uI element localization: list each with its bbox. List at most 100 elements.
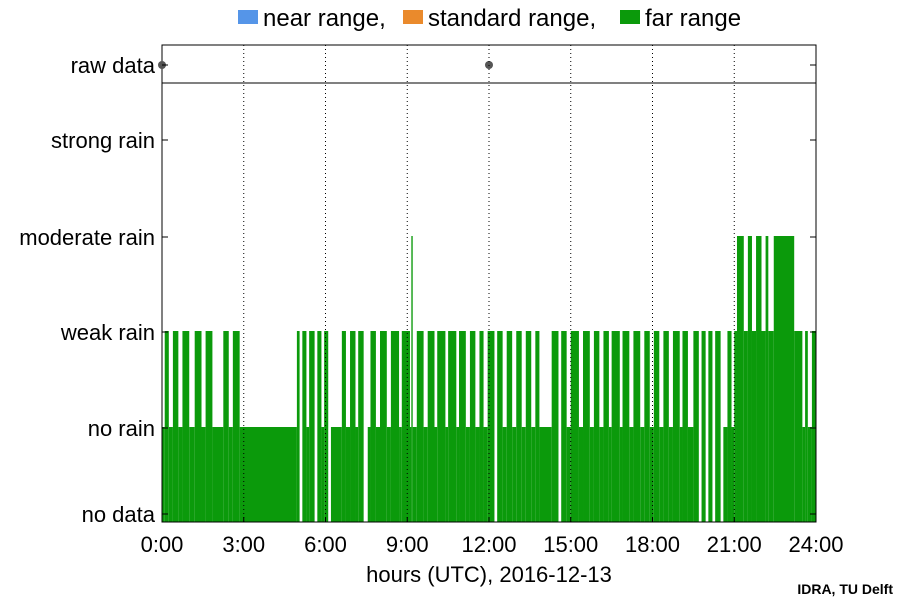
far-range-bar — [807, 427, 812, 522]
far-range-bar — [611, 331, 620, 522]
far-range-bar — [239, 427, 297, 522]
far-range-bar — [178, 427, 183, 522]
x-tick-label: 21:00 — [707, 532, 762, 557]
far-range-bar — [370, 331, 376, 522]
far-range-bar — [701, 331, 706, 522]
legend-swatch-near — [238, 10, 258, 24]
raw-data-label: raw data — [71, 53, 156, 78]
x-tick-label: 6:00 — [304, 532, 347, 557]
y-tick-label: moderate rain — [19, 225, 155, 250]
far-range-bar — [516, 331, 522, 522]
far-range-bar — [736, 236, 744, 522]
far-range-bar — [401, 331, 410, 522]
far-range-bar — [416, 331, 424, 522]
far-range-bar — [172, 331, 179, 522]
far-range-bar — [456, 427, 460, 522]
far-range-bar — [465, 427, 470, 522]
far-range-bar — [302, 331, 307, 522]
y-tick-label: no data — [82, 502, 156, 527]
legend: near range, standard range, far range — [238, 5, 741, 32]
far-range-bar — [380, 331, 387, 522]
far-range-bar — [687, 427, 694, 522]
far-range-bar — [506, 331, 513, 522]
far-range-bar — [693, 331, 699, 522]
far-range-bar — [743, 331, 748, 522]
far-range-bar — [502, 427, 507, 522]
far-range-bar — [168, 427, 173, 522]
far-range-bar — [212, 427, 224, 522]
legend-label-near: near range, — [263, 5, 386, 32]
far-range-bar — [445, 427, 449, 522]
far-range-bar — [306, 427, 310, 522]
far-range-bar — [633, 331, 641, 522]
x-tick-label: 3:00 — [222, 532, 265, 557]
far-range-bar — [479, 331, 484, 522]
far-range-bar — [201, 427, 206, 522]
far-range-bar — [355, 427, 359, 522]
far-range-bar — [593, 331, 600, 522]
far-range-bar — [668, 427, 673, 522]
far-range-bar — [708, 331, 713, 522]
x-tick-label: 18:00 — [625, 532, 680, 557]
far-range-bar — [350, 331, 356, 522]
y-tick-label: no rain — [88, 416, 155, 441]
far-range-bar — [525, 331, 532, 522]
legend-label-far: far range — [645, 5, 741, 32]
far-range-bar — [317, 331, 322, 522]
far-range-bar — [583, 331, 590, 522]
far-range-bar — [679, 427, 683, 522]
far-range-bar — [622, 331, 630, 522]
far-range-bar — [469, 331, 476, 522]
far-range-bar — [309, 331, 315, 522]
far-range-bar — [459, 331, 466, 522]
far-range-bar — [437, 331, 446, 522]
far-range-bar — [570, 331, 579, 522]
far-range-bar — [663, 331, 669, 522]
far-range-bar — [794, 331, 803, 522]
far-range-bar — [682, 331, 688, 522]
far-range-bar — [412, 427, 417, 522]
far-range-bar — [409, 427, 412, 522]
far-range-bar — [321, 427, 325, 522]
far-range-bar — [162, 427, 165, 522]
far-range-bar — [768, 331, 774, 522]
far-range-bar — [232, 331, 240, 522]
far-range-bar — [194, 331, 202, 522]
far-range-bar — [731, 427, 735, 522]
far-range-bar — [659, 427, 664, 522]
far-range-bar — [773, 236, 795, 522]
far-range-bar — [223, 331, 229, 522]
far-range-bar — [734, 331, 737, 522]
far-range-bar — [715, 331, 721, 522]
legend-swatch-far — [620, 10, 640, 24]
far-range-bar — [205, 331, 213, 522]
far-range-bar — [497, 331, 503, 522]
far-range-bar — [672, 331, 680, 522]
far-range-bar — [296, 331, 300, 522]
far-range-bar — [386, 427, 391, 522]
far-range-bar — [367, 427, 371, 522]
far-range-bar — [727, 331, 732, 522]
far-range-bar — [423, 427, 428, 522]
far-range-bar — [375, 427, 380, 522]
raw-data-strip: raw data — [71, 44, 817, 84]
far-range-bar — [653, 331, 660, 522]
far-range-bar — [390, 331, 400, 522]
far-range-bar — [345, 427, 351, 522]
far-range-bar — [608, 427, 612, 522]
far-range-bar — [756, 236, 762, 522]
y-tick-label: strong rain — [51, 128, 155, 153]
far-range-bar — [427, 331, 435, 522]
far-range-bar — [399, 427, 402, 522]
plot-area: no data no rain weak rain moderate rain stro… — [19, 45, 844, 557]
far-range-bar — [566, 427, 571, 522]
far-range-bar — [802, 427, 806, 522]
far-range-bar — [578, 427, 584, 522]
far-range-bar — [330, 427, 342, 522]
far-range-bar — [599, 427, 604, 522]
x-axis-title: hours (UTC), 2016-12-13 — [366, 562, 612, 587]
far-range-bar — [619, 427, 623, 522]
x-tick-label: 12:00 — [461, 532, 516, 557]
far-range-bar — [531, 427, 536, 522]
